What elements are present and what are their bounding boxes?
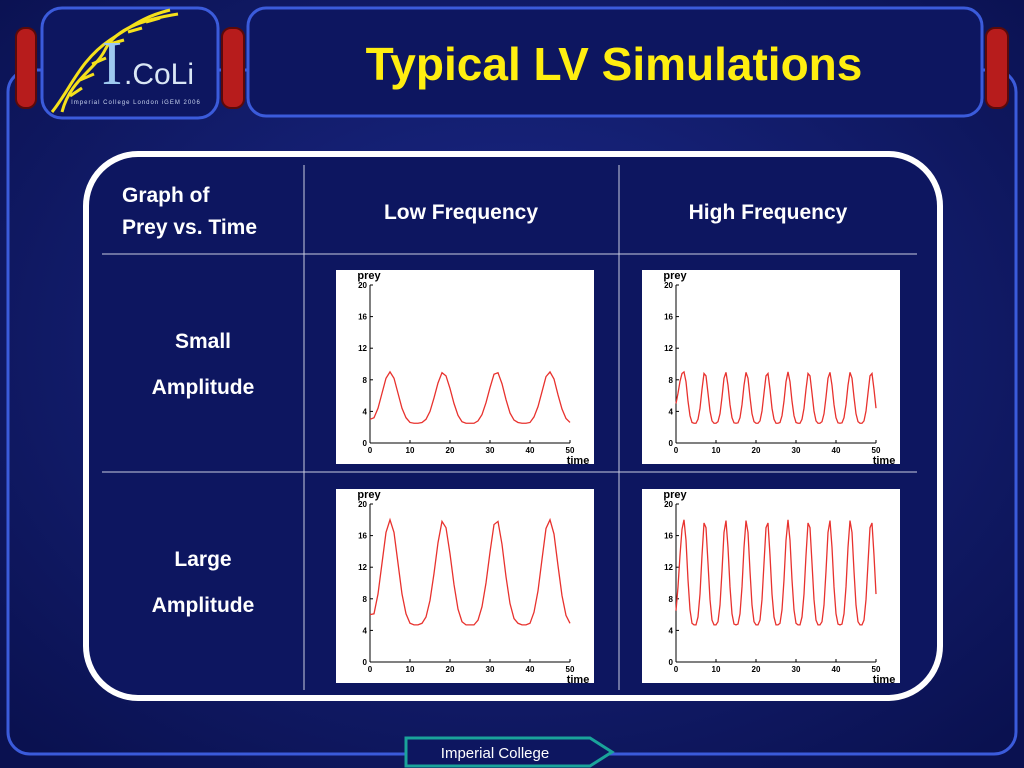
x-tick-label: 10 [406,446,415,455]
y-tick-label: 4 [363,407,368,416]
corner-label: Graph of [122,184,211,207]
x-tick-label: 10 [712,446,721,455]
y-tick-label: 0 [363,439,368,448]
y-axis-label: prey [357,489,381,501]
logo-caption: Imperial College London iGEM 2006 [71,100,201,106]
chart: 0 4 8 12 16 20 0 10 20 30 40 50 prey time [336,489,594,686]
pill [985,27,1009,109]
x-tick-label: 30 [486,665,495,674]
y-axis-label: prey [663,489,687,501]
chart-background [336,489,594,683]
chart-background [642,270,900,464]
row-header: Amplitude [152,376,255,399]
y-tick-label: 8 [363,595,368,604]
x-axis-label: time [567,455,590,467]
y-tick-label: 16 [358,313,367,322]
y-tick-label: 0 [363,658,368,667]
y-axis-label: prey [663,270,687,282]
x-tick-label: 40 [832,446,841,455]
logo-text: .CoLi [124,58,194,91]
y-tick-label: 8 [669,376,674,385]
y-tick-label: 0 [669,658,674,667]
x-axis-label: time [873,455,896,467]
corner-label: Prey vs. Time [122,216,257,239]
x-tick-label: 0 [674,446,679,455]
x-tick-label: 10 [406,665,415,674]
y-tick-label: 12 [664,344,673,353]
data-line [675,519,877,626]
x-tick-label: 10 [712,665,721,674]
logo-helix [50,8,179,113]
x-tick-label: 20 [446,446,455,455]
chart-background [336,270,594,464]
chart: 0 4 8 12 16 20 0 10 20 30 40 50 prey time [642,489,900,686]
y-tick-label: 20 [358,281,367,290]
y-tick-label: 16 [664,532,673,541]
x-tick-label: 20 [446,665,455,674]
pill [15,27,37,109]
footer: Imperial College [441,745,549,762]
column-header: High Frequency [689,201,848,224]
x-axis-label: time [873,674,896,686]
y-tick-label: 8 [669,595,674,604]
y-tick-label: 16 [664,313,673,322]
table-rules [102,165,917,690]
x-tick-label: 40 [526,665,535,674]
footer-tag [404,736,615,768]
y-tick-label: 12 [358,344,367,353]
y-tick-label: 20 [664,281,673,290]
x-tick-label: 50 [566,665,575,674]
x-tick-label: 20 [752,446,761,455]
y-tick-label: 16 [358,532,367,541]
x-tick-label: 50 [566,446,575,455]
title-box [246,6,984,118]
data-line [675,370,877,424]
row-header: Large [174,548,231,571]
y-tick-label: 8 [363,376,368,385]
y-tick-label: 4 [363,626,368,635]
pill [221,27,245,109]
y-tick-label: 20 [358,500,367,509]
x-tick-label: 30 [486,446,495,455]
y-tick-label: 12 [358,563,367,572]
x-tick-label: 30 [792,446,801,455]
x-tick-label: 40 [832,665,841,674]
x-tick-label: 20 [752,665,761,674]
y-tick-label: 4 [669,626,674,635]
row-header: Amplitude [152,594,255,617]
data-line [369,517,571,626]
x-tick-label: 30 [792,665,801,674]
y-tick-label: 0 [669,439,674,448]
chart: 0 4 8 12 16 20 0 10 20 30 40 50 prey time [336,270,594,467]
y-axis-label: prey [357,270,381,282]
y-tick-label: 20 [664,500,673,509]
x-axis-label: time [567,674,590,686]
column-header: Low Frequency [384,201,538,224]
data-line [369,370,571,424]
logo-mark: I [102,30,123,98]
y-tick-label: 12 [664,563,673,572]
chart: 0 4 8 12 16 20 0 10 20 30 40 50 prey time [642,270,900,467]
x-tick-label: 50 [872,446,881,455]
x-tick-label: 0 [368,446,373,455]
row-header: Small [175,330,231,353]
title: Typical LV Simulations [366,38,863,90]
logo-box [40,6,220,120]
x-tick-label: 40 [526,446,535,455]
x-tick-label: 50 [872,665,881,674]
x-tick-label: 0 [674,665,679,674]
y-tick-label: 4 [669,407,674,416]
x-tick-label: 0 [368,665,373,674]
